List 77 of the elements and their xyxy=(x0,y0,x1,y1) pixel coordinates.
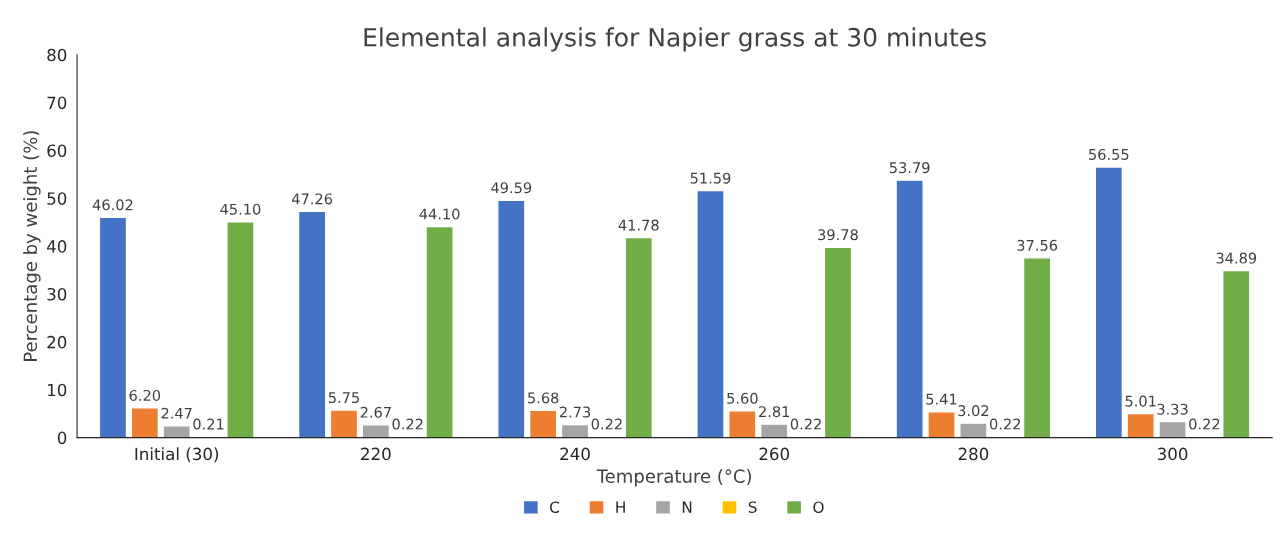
y-tick-label: 70 xyxy=(47,96,67,110)
data-label: 37.56 xyxy=(1017,239,1058,251)
bar xyxy=(329,409,359,438)
bar xyxy=(1126,412,1155,438)
bar xyxy=(98,216,128,438)
legend-label: S xyxy=(748,501,757,513)
data-label: 2.67 xyxy=(360,406,391,418)
legend-label: H xyxy=(616,501,625,513)
x-tick-label: Initial (30) xyxy=(135,447,219,463)
x-tick-label: 240 xyxy=(560,447,590,461)
bar xyxy=(226,221,255,438)
data-label: 51.59 xyxy=(690,172,731,184)
bar xyxy=(162,425,191,438)
data-label: 2.81 xyxy=(759,406,790,418)
bar xyxy=(959,422,988,438)
data-label: 2.73 xyxy=(559,406,591,418)
x-axis-title: Temperature (°C) xyxy=(596,469,751,487)
data-label: 2.47 xyxy=(161,407,192,419)
data-label: 5.68 xyxy=(528,392,559,404)
y-tick-label: 40 xyxy=(46,240,67,253)
y-tick-label: 20 xyxy=(47,335,67,349)
bar xyxy=(1222,269,1251,438)
legend-label: C xyxy=(550,501,560,513)
data-label: 53.79 xyxy=(889,162,930,174)
y-tick-label: 10 xyxy=(48,383,67,397)
bar xyxy=(696,189,725,438)
bar xyxy=(927,411,956,438)
data-label: 0.22 xyxy=(989,418,1021,430)
bar xyxy=(130,407,160,438)
data-label: 44.10 xyxy=(419,208,460,220)
x-tick-label: 220 xyxy=(361,447,391,461)
data-label: 0.22 xyxy=(790,418,821,430)
x-tick-label: 260 xyxy=(759,447,790,461)
y-tick-label: 0 xyxy=(57,431,67,445)
y-tick-label: 30 xyxy=(47,287,67,301)
bar xyxy=(1022,257,1052,438)
data-label: 5.01 xyxy=(1125,395,1156,407)
data-label: 5.75 xyxy=(328,392,359,404)
bar xyxy=(528,409,558,438)
data-label: 56.55 xyxy=(1089,148,1129,160)
bar xyxy=(425,225,454,438)
bar xyxy=(497,199,526,438)
bar xyxy=(728,410,757,438)
data-label: 5.60 xyxy=(727,392,758,404)
data-label: 41.78 xyxy=(618,219,659,231)
data-label: 6.20 xyxy=(129,389,161,401)
data-label: 39.78 xyxy=(818,229,858,241)
data-label: 0.22 xyxy=(392,418,423,430)
bar xyxy=(361,424,391,438)
data-label: 49.59 xyxy=(491,182,532,194)
x-tick-label: 300 xyxy=(1157,447,1188,461)
y-axis-title: Percentage by weight (%) xyxy=(23,131,41,361)
data-label: 3.33 xyxy=(1157,403,1188,415)
y-tick-label: 50 xyxy=(47,192,67,205)
y-tick-label: 60 xyxy=(47,144,67,157)
legend-label: O xyxy=(813,501,824,513)
bar xyxy=(297,210,327,438)
data-label: 0.21 xyxy=(193,418,224,430)
bar xyxy=(1158,420,1187,438)
data-label: 34.89 xyxy=(1216,252,1257,264)
x-tick-label: 280 xyxy=(958,447,989,461)
legend-label: N xyxy=(682,501,692,513)
chart-title: Elemental analysis for Napier grass at 30 minutes xyxy=(364,27,986,52)
data-label: 5.41 xyxy=(926,393,957,405)
data-label: 3.02 xyxy=(958,405,989,417)
data-label: 46.02 xyxy=(92,199,133,211)
y-tick-label: 80 xyxy=(47,48,67,62)
bar xyxy=(624,236,654,438)
data-label: 0.22 xyxy=(591,418,622,430)
bar xyxy=(823,246,853,438)
bar xyxy=(1094,166,1124,438)
bar xyxy=(895,179,924,438)
data-label: 0.22 xyxy=(1189,418,1220,430)
data-label: 47.26 xyxy=(291,193,333,205)
data-label: 45.10 xyxy=(220,203,261,215)
bar xyxy=(759,423,789,438)
bar xyxy=(560,423,590,438)
